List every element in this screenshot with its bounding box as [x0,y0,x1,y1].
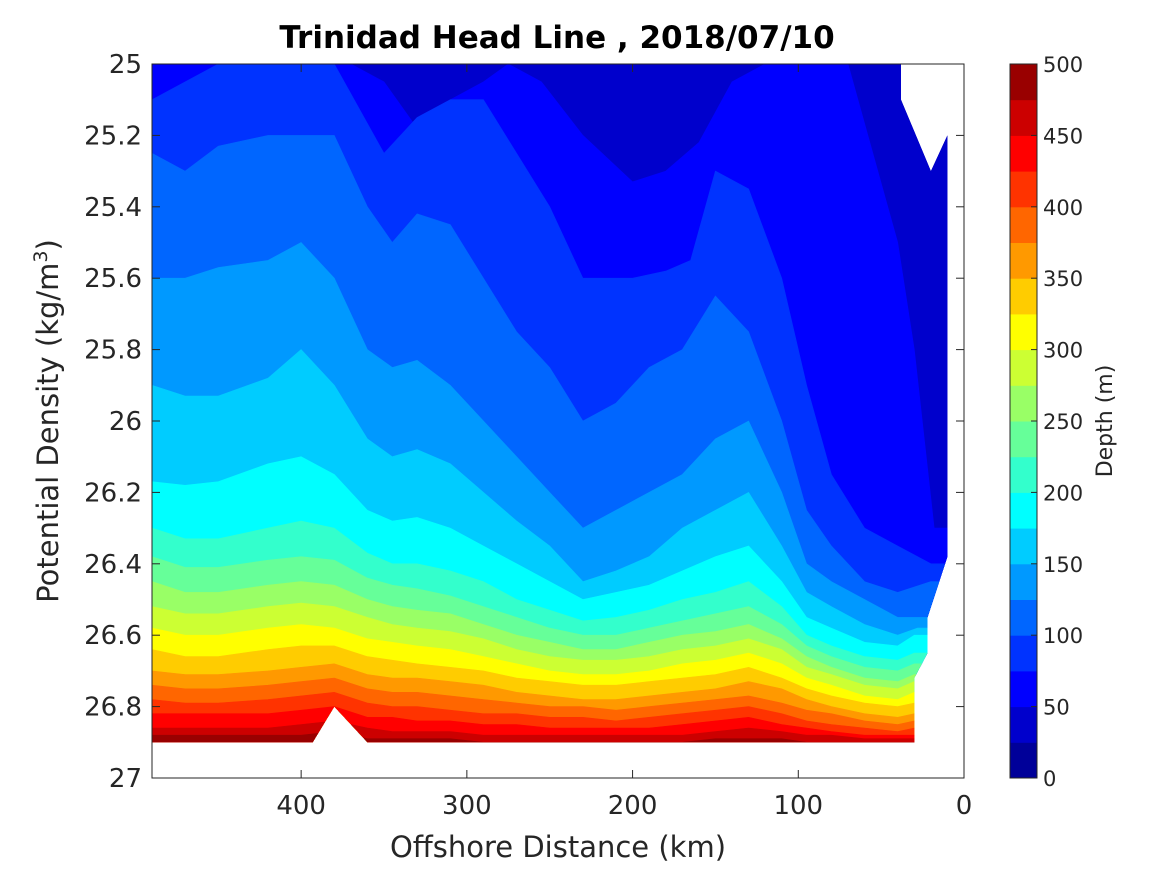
x-tick-label: 200 [608,791,658,821]
colorbar-block [1010,171,1037,208]
colorbar-block [1010,742,1037,779]
colorbar-block [1010,278,1037,315]
colorbar-block [1010,313,1037,351]
x-axis: 400 300 200 100 0 [276,64,972,821]
plot-area: 400 300 200 100 0 25 25.2 25.4 25.6 25.8 26 26.2 26… [84,50,972,821]
colorbar: 0 50 100 150 200 250 300 350 400 450 500 Depth (m) [1009,53,1118,791]
colorbar-block [1010,206,1037,243]
y-tick-label: 25.6 [84,264,142,294]
colorbar-tick-label: 400 [1043,196,1083,220]
colorbar-tick-label: 250 [1043,410,1083,434]
colorbar-block [1010,635,1037,672]
chart-title: Trinidad Head Line , 2018/07/10 [279,20,834,56]
colorbar-tick-label: 350 [1043,267,1083,291]
y-axis-label: Potential Density (kg/m3) [30,239,65,603]
colorbar-tick-label: 50 [1043,696,1070,720]
contour-band-475 [152,731,948,743]
colorbar-label: Depth (m) [1093,365,1118,478]
y-tick-label: 26 [109,407,142,437]
colorbar-tick-label: 300 [1043,339,1083,363]
x-tick-label: 400 [276,791,326,821]
colorbar-tick-label: 500 [1043,53,1083,77]
colorbar-tick-label: 450 [1043,124,1083,148]
y-axis-label-main: Potential Density (kg/m [31,263,65,603]
colorbar-ticks: 0 50 100 150 200 250 300 350 400 450 500 [1031,53,1083,791]
colorbar-block [1010,349,1037,386]
colorbar-block [1010,456,1037,493]
colorbar-tick-label: 0 [1043,767,1056,791]
colorbar-block [1010,563,1037,600]
x-tick-label: 100 [773,791,823,821]
y-tick-label: 26.6 [84,621,142,651]
y-tick-label: 27 [109,764,142,794]
colorbar-block [1010,492,1037,529]
colorbar-block [1010,670,1037,708]
y-axis-label-exponent: 3 [30,250,52,262]
x-tick-label: 300 [442,791,492,821]
colorbar-block [1010,99,1037,136]
x-axis-label: Offshore Distance (km) [390,830,726,864]
colorbar-block [1010,528,1037,565]
colorbar-block [1010,599,1037,636]
y-tick-label: 25.4 [84,193,142,223]
y-tick-label: 25 [109,50,142,80]
y-tick-label: 26.4 [84,550,142,580]
y-axis: 25 25.2 25.4 25.6 25.8 26 26.2 26.4 26.6 26.8 27 [84,50,964,794]
colorbar-block [1010,242,1037,279]
y-axis-label-close: ) [31,239,65,250]
colorbar-blocks [1010,64,1037,779]
x-tick-label: 0 [956,791,973,821]
colorbar-block [1010,421,1037,458]
colorbar-block [1010,706,1037,743]
y-tick-label: 25.2 [84,121,142,151]
y-tick-label: 26.8 [84,693,142,723]
colorbar-block [1010,135,1037,172]
colorbar-tick-label: 150 [1043,553,1083,577]
colorbar-block [1010,64,1037,101]
colorbar-block [1010,385,1037,422]
y-tick-label: 25.8 [84,336,142,366]
contour-fills [152,64,948,743]
colorbar-tick-label: 200 [1043,481,1083,505]
y-tick-label: 26.2 [84,478,142,508]
colorbar-tick-label: 100 [1043,624,1083,648]
